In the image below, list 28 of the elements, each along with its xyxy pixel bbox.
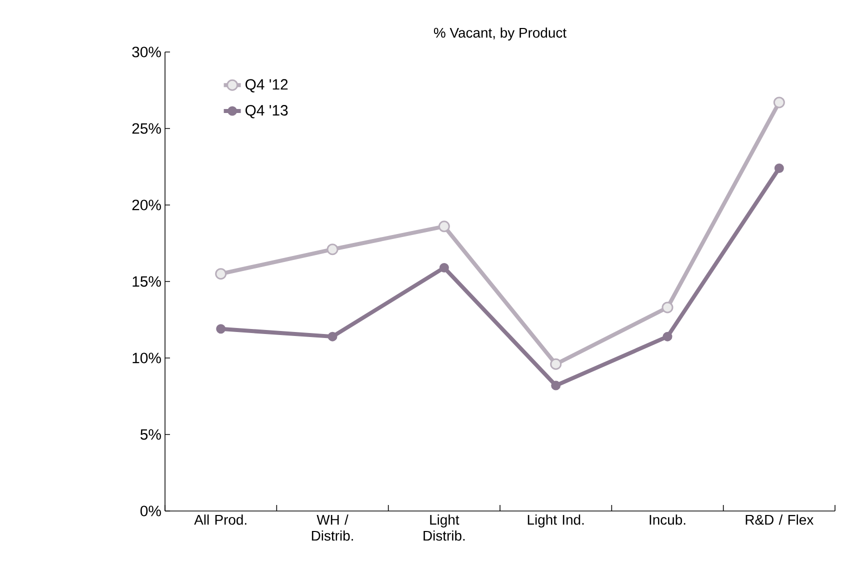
legend-label: Q4 '13 bbox=[246, 105, 288, 118]
point bbox=[439, 262, 449, 272]
y-tick-label: 5% bbox=[140, 429, 161, 440]
legend-label: Q4 '12 bbox=[246, 79, 288, 92]
y-tick-label: 20% bbox=[132, 200, 161, 210]
point bbox=[550, 358, 562, 370]
y-tick-label: 25% bbox=[132, 123, 161, 134]
point bbox=[774, 164, 784, 174]
point bbox=[328, 332, 338, 342]
point bbox=[662, 302, 674, 314]
point bbox=[662, 332, 672, 342]
chart-title: % Vacant, by Product bbox=[434, 27, 566, 40]
point bbox=[773, 96, 785, 108]
x-tick-label: All Prod. bbox=[194, 514, 246, 525]
point bbox=[326, 244, 338, 256]
y-tick-label: 0% bbox=[140, 506, 161, 516]
y-tick-label: 15% bbox=[132, 276, 161, 287]
x-tick-label: Incub. bbox=[650, 514, 686, 525]
x-tick-label: Light Ind. bbox=[528, 514, 584, 528]
x-tick-label: R&D / Flex bbox=[746, 514, 814, 525]
y-tick-label: 30% bbox=[132, 46, 161, 58]
point bbox=[215, 268, 227, 280]
y-tick-label: 10% bbox=[132, 352, 161, 364]
x-tick-label: Light Distrib. bbox=[424, 514, 465, 541]
x-tick-label: WH / Distrib. bbox=[312, 514, 353, 541]
point bbox=[216, 324, 226, 334]
point bbox=[551, 380, 561, 390]
point bbox=[438, 220, 450, 232]
